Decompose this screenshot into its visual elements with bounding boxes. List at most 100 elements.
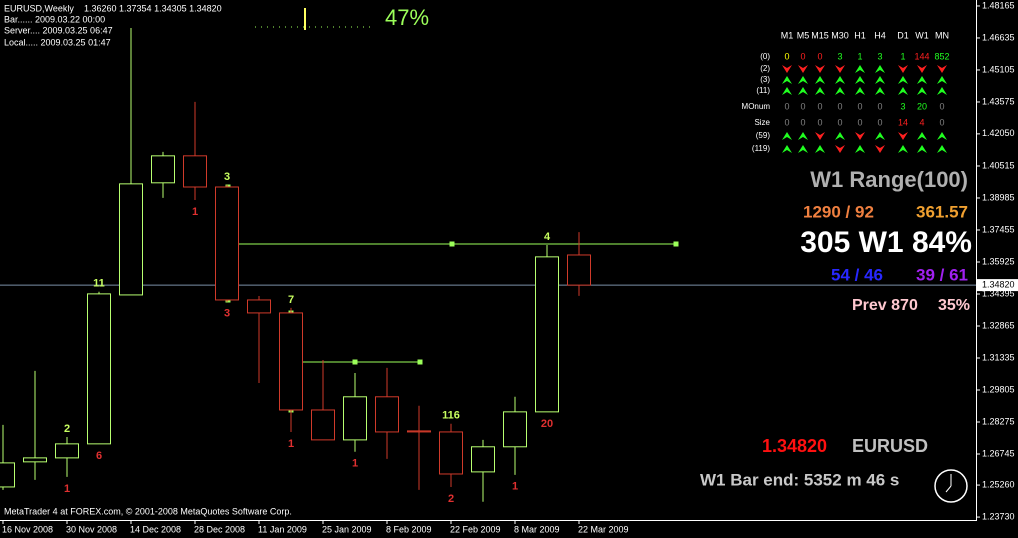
panel-arrow bbox=[815, 76, 825, 84]
info-line: Server.... 2009.03.25 06:47 bbox=[4, 25, 113, 35]
panel-row-label: Size bbox=[754, 118, 770, 127]
panel-value: 1 bbox=[900, 51, 905, 61]
panel-arrow bbox=[782, 87, 792, 95]
panel-row-label: (119) bbox=[752, 144, 770, 153]
prev: Prev 870 bbox=[852, 297, 918, 314]
chart-title: EURUSD,Weekly bbox=[4, 3, 74, 13]
panel-arrow bbox=[835, 132, 845, 140]
panel-column: H4 bbox=[874, 30, 886, 40]
candle-body bbox=[247, 299, 271, 314]
x-tick-label: 22 Mar 2009 bbox=[578, 524, 629, 534]
title-prices: 1.36260 1.37354 1.34305 1.34820 bbox=[84, 3, 222, 13]
panel-arrow bbox=[937, 87, 947, 95]
candle-body bbox=[407, 430, 431, 433]
panel-arrow bbox=[782, 65, 792, 73]
clock-face bbox=[934, 469, 968, 503]
panel-column: D1 bbox=[897, 30, 909, 40]
panel-row-label: (0) bbox=[760, 52, 770, 61]
panel-value: 0 bbox=[939, 101, 944, 111]
candle-body bbox=[535, 256, 559, 413]
panel-value: 0 bbox=[800, 51, 805, 61]
x-tick-label: 22 Feb 2009 bbox=[450, 524, 501, 534]
range-avg: 361.57 bbox=[916, 202, 968, 221]
level-point bbox=[352, 359, 358, 365]
range-title: W1 Range(100) bbox=[810, 167, 968, 192]
panel-arrow bbox=[875, 87, 885, 95]
y-tick-label: 1.26745 bbox=[982, 448, 1015, 458]
candle-body bbox=[471, 446, 495, 473]
candle-body bbox=[215, 186, 239, 301]
panel-value: 3 bbox=[900, 101, 905, 111]
candle-label-bottom: 1 bbox=[64, 483, 70, 495]
ratio-purple: 39 / 61 bbox=[916, 265, 968, 284]
panel-arrow bbox=[815, 65, 825, 73]
y-tick-label: 1.32865 bbox=[982, 320, 1015, 330]
candle-body bbox=[23, 457, 47, 463]
panel-row-label: (59) bbox=[756, 131, 771, 140]
panel-value: 0 bbox=[784, 117, 789, 127]
panel-value: 144 bbox=[914, 51, 929, 61]
panel-row-label: MOnum bbox=[742, 102, 771, 111]
panel-arrow bbox=[875, 76, 885, 84]
symbol: EURUSD bbox=[852, 436, 928, 456]
y-tick-label: 1.34395 bbox=[982, 288, 1015, 298]
panel-arrow bbox=[898, 145, 908, 153]
panel-arrow bbox=[855, 145, 865, 153]
panel-arrow bbox=[917, 87, 927, 95]
clock-hand bbox=[945, 485, 952, 493]
panel-arrow bbox=[815, 87, 825, 95]
candle-body bbox=[55, 443, 79, 459]
candle-label-bottom: 20 bbox=[541, 418, 553, 430]
panel-value: 0 bbox=[837, 101, 842, 111]
panel-value: 0 bbox=[817, 51, 822, 61]
panel-arrow bbox=[798, 132, 808, 140]
candle-body bbox=[567, 254, 591, 286]
panel-arrow bbox=[835, 65, 845, 73]
panel-arrow bbox=[855, 132, 865, 140]
candle-body bbox=[311, 409, 335, 441]
x-tick-label: 8 Feb 2009 bbox=[386, 524, 432, 534]
clock-icon bbox=[934, 469, 968, 503]
panel-column: M15 bbox=[811, 30, 829, 40]
prev-pct: 35% bbox=[938, 297, 970, 314]
panel-arrow bbox=[875, 145, 885, 153]
panel-arrow bbox=[798, 65, 808, 73]
panel-arrow bbox=[782, 145, 792, 153]
panel-arrow bbox=[937, 65, 947, 73]
panel-arrow bbox=[855, 87, 865, 95]
panel-value: 0 bbox=[877, 117, 882, 127]
y-tick-label: 1.42050 bbox=[982, 128, 1015, 138]
x-tick-label: 25 Jan 2009 bbox=[322, 524, 372, 534]
panel-value: 0 bbox=[837, 117, 842, 127]
y-tick-label: 1.45105 bbox=[982, 64, 1015, 74]
y-tick-label: 1.46635 bbox=[982, 32, 1015, 42]
panel-arrow bbox=[798, 76, 808, 84]
panel-arrow bbox=[815, 145, 825, 153]
y-tick-label: 1.37455 bbox=[982, 224, 1015, 234]
panel-value: 4 bbox=[919, 117, 924, 127]
y-tick-label: 1.28275 bbox=[982, 416, 1015, 426]
range-main: 305 W1 84% bbox=[800, 226, 972, 259]
panel-column: H1 bbox=[854, 30, 866, 40]
candle-body bbox=[343, 396, 367, 441]
x-tick-label: 30 Nov 2008 bbox=[66, 524, 117, 534]
panel-arrow bbox=[875, 65, 885, 73]
y-tick-label: 1.31335 bbox=[982, 352, 1015, 362]
y-tick-label: 1.23730 bbox=[982, 511, 1015, 521]
panel-arrow bbox=[917, 145, 927, 153]
panel-value: 0 bbox=[800, 117, 805, 127]
range-ratio: 1290 / 92 bbox=[803, 202, 874, 221]
y-tick-label: 1.35925 bbox=[982, 256, 1015, 266]
panel-arrow bbox=[917, 65, 927, 73]
y-tick-label: 1.40515 bbox=[982, 160, 1015, 170]
panel-arrow bbox=[898, 65, 908, 73]
panel-arrow bbox=[798, 87, 808, 95]
candle-label-bottom: 6 bbox=[96, 450, 102, 462]
panel-arrow bbox=[898, 87, 908, 95]
panel-arrow bbox=[855, 65, 865, 73]
y-tick-label: 1.38985 bbox=[982, 192, 1015, 202]
panel-row-label: (2) bbox=[760, 64, 770, 73]
panel-arrow bbox=[815, 132, 825, 140]
